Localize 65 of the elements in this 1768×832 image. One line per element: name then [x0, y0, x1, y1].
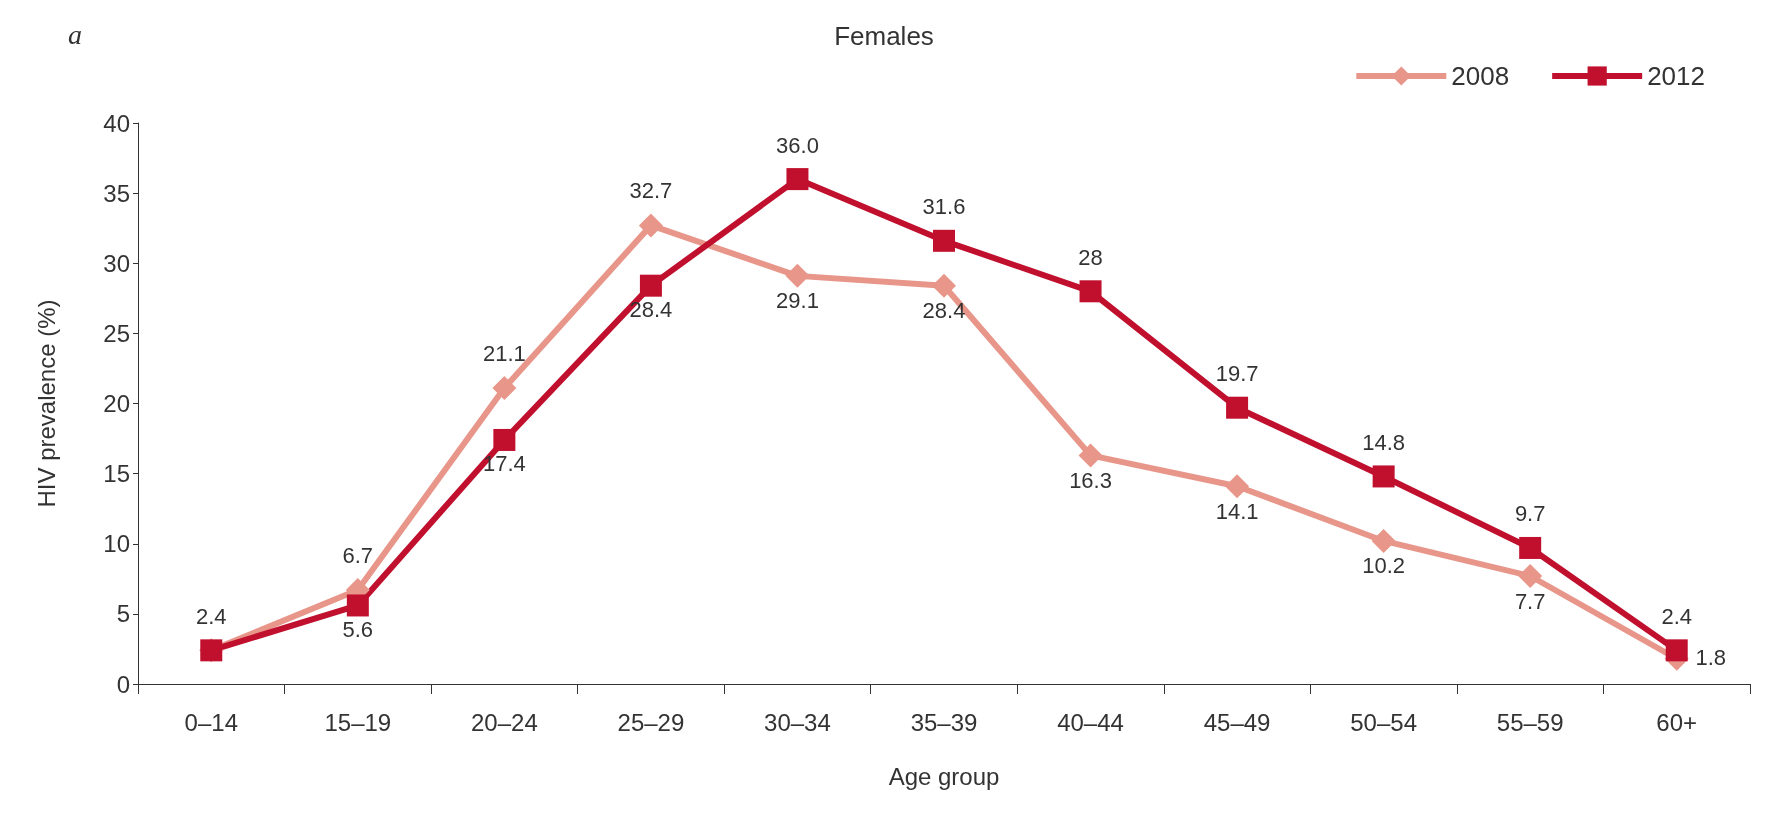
point: [1078, 443, 1103, 468]
x-tick-label: 50–54: [1350, 708, 1418, 736]
data-label: 1.8: [1695, 645, 1727, 671]
x-tick-label: 30–34: [764, 708, 831, 736]
x-tick-label: 15–19: [324, 708, 392, 736]
y-tick-label: 5: [116, 600, 130, 628]
legend-label: 2012: [1647, 61, 1705, 91]
data-label: 28.4: [922, 298, 966, 324]
data-label: 28: [1078, 244, 1103, 270]
data-label: 10.2: [1362, 553, 1406, 579]
point: [638, 213, 663, 238]
x-tick-label: 0–14: [184, 708, 238, 736]
point: [933, 229, 955, 252]
point: [1665, 639, 1688, 662]
y-tick-label: 25: [103, 319, 130, 347]
data-label: 16.3: [1069, 467, 1112, 493]
data-label: 32.7: [629, 177, 673, 203]
text: a: [68, 18, 82, 50]
y-tick-label: 40: [103, 109, 130, 137]
data-label: 14.8: [1362, 429, 1406, 455]
x-tick-label: 55–59: [1496, 708, 1564, 736]
y-tick-label: 10: [103, 530, 130, 558]
point: [932, 273, 956, 298]
data-label: 2.4: [195, 603, 227, 629]
data-label: 14.1: [1215, 498, 1259, 524]
legend-label: 2008: [1451, 61, 1510, 91]
point: [346, 594, 369, 617]
data-label: 2.4: [1661, 603, 1693, 629]
point: [786, 168, 809, 191]
chart-title: Females: [834, 21, 934, 51]
point: [1225, 474, 1250, 499]
data-label: 9.7: [1514, 501, 1546, 527]
point: [1518, 564, 1543, 589]
data-label: 28.4: [629, 297, 673, 323]
point: [639, 274, 662, 297]
point: [1519, 536, 1542, 559]
x-axis-title: Age group: [888, 762, 1000, 790]
point: [785, 263, 810, 288]
data-label: 17.4: [482, 451, 526, 477]
data-label: 6.7: [342, 542, 374, 568]
y-axis-title: HIV prevalence (%): [32, 299, 60, 508]
data-label: 5.6: [342, 616, 374, 642]
point: [492, 376, 517, 401]
y-tick-label: 35: [103, 179, 130, 207]
data-label: 21.1: [482, 340, 526, 366]
data-label: 31.6: [922, 194, 966, 220]
point: [1372, 465, 1395, 488]
y-tick-label: 0: [116, 670, 130, 698]
point: [493, 428, 516, 451]
point: [1371, 528, 1396, 553]
point: [1079, 280, 1102, 303]
data-label: 7.7: [1514, 588, 1546, 614]
point: [1226, 396, 1249, 419]
x-tick-label: 60+: [1656, 708, 1698, 736]
x-tick-label: 25–29: [617, 708, 685, 736]
x-tick-label: 45–49: [1203, 708, 1271, 736]
x-tick-label: 40–44: [1057, 708, 1124, 736]
data-label: 36.0: [776, 132, 819, 158]
y-tick-label: 20: [103, 390, 130, 417]
data-label: 19.7: [1215, 361, 1259, 387]
y-tick-label: 15: [103, 460, 130, 488]
data-label: 29.1: [776, 288, 819, 314]
y-tick-label: 30: [103, 249, 130, 277]
x-tick-label: 20–24: [470, 708, 538, 736]
x-tick-label: 35–39: [910, 708, 978, 736]
